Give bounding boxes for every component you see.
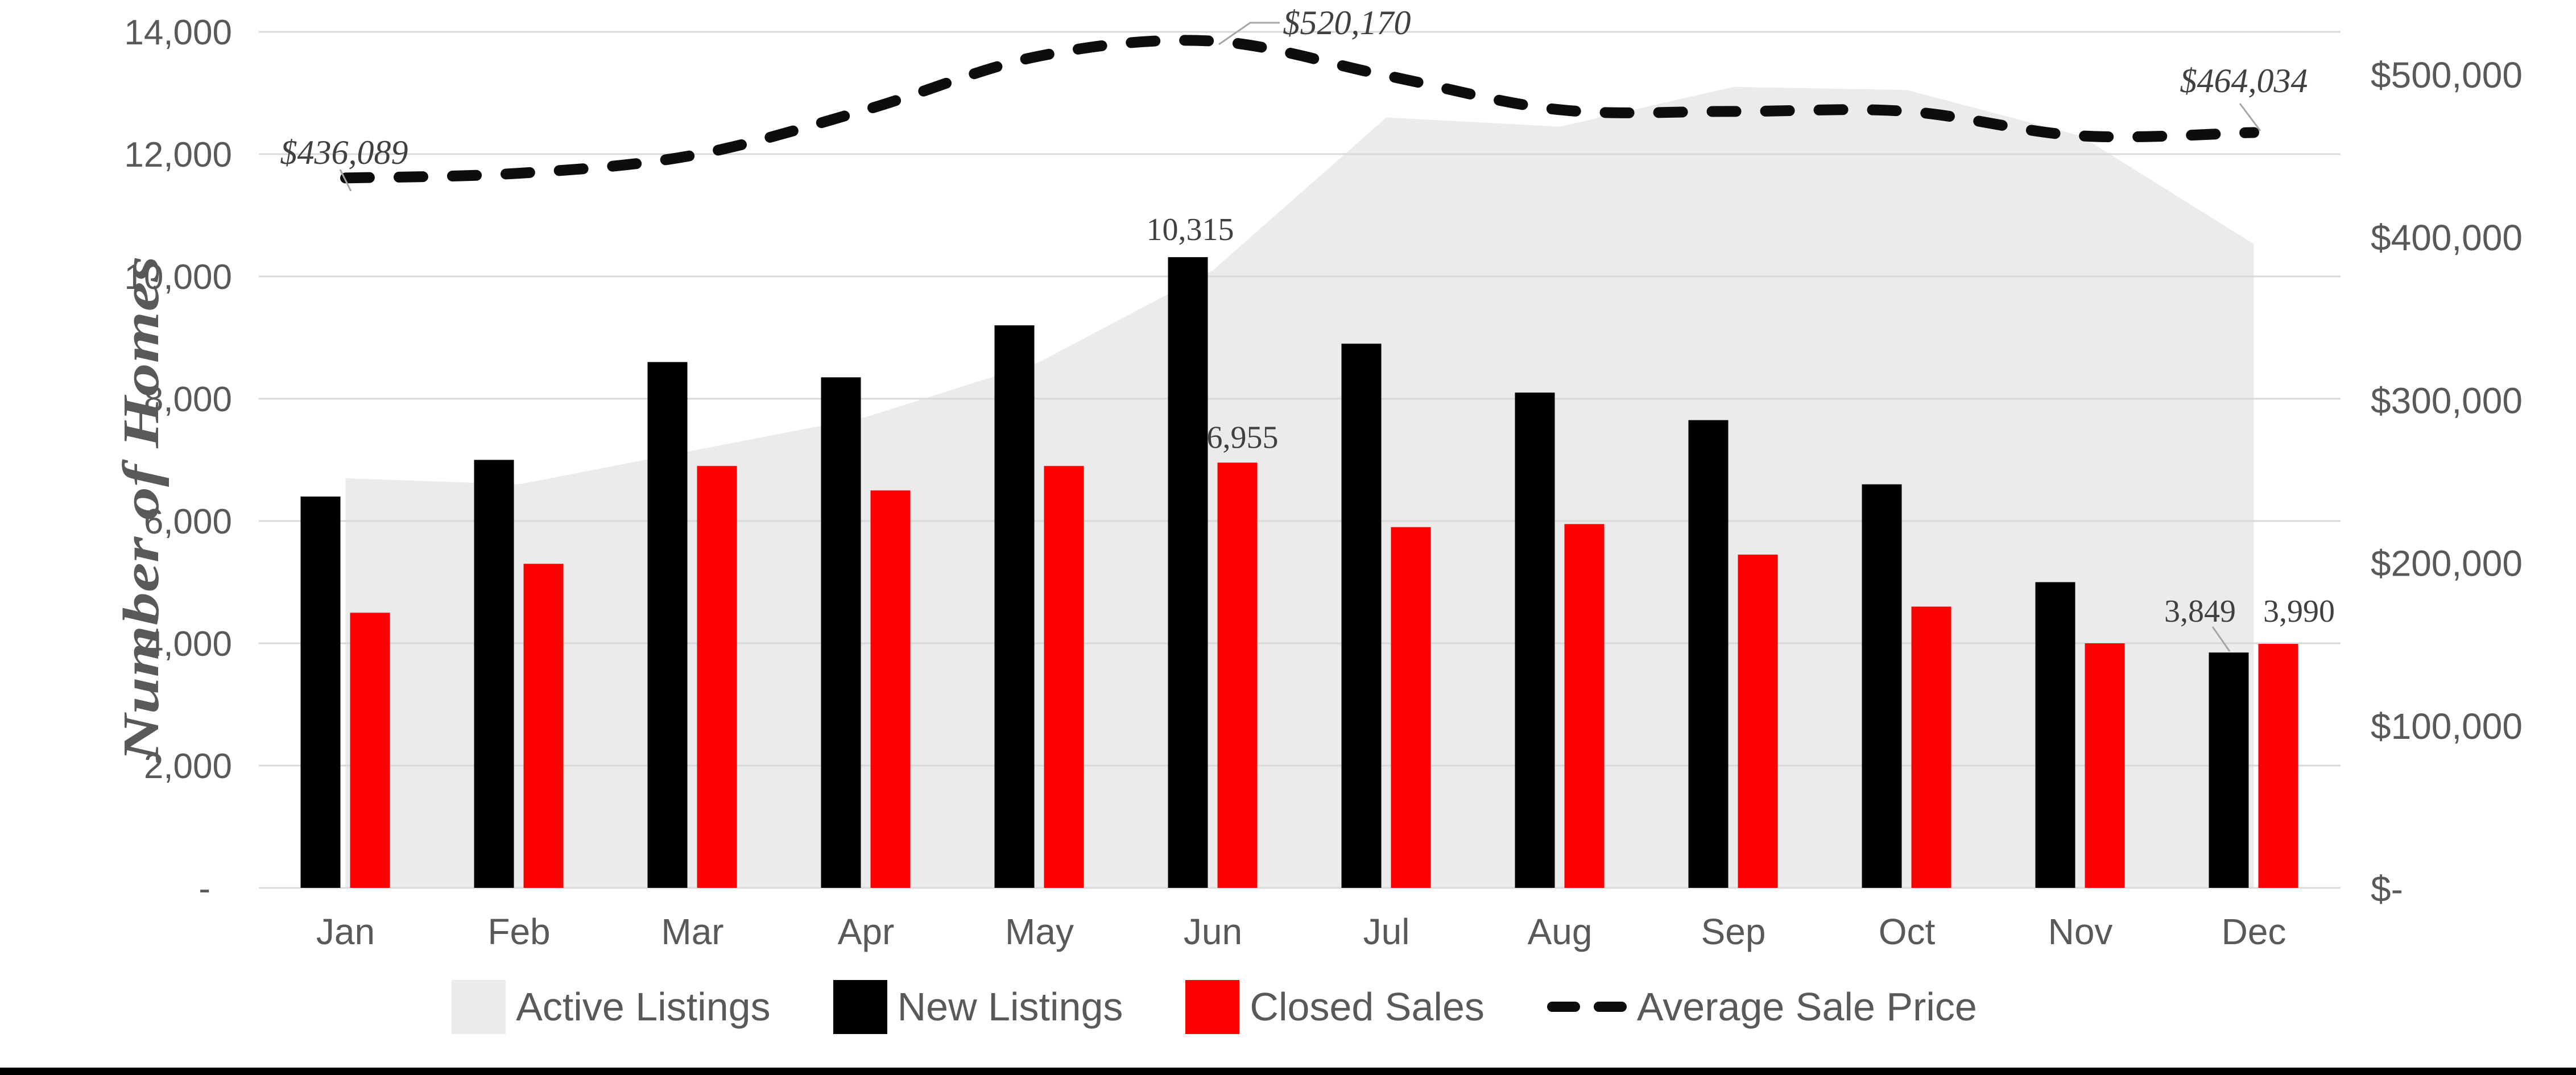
bottom-border (0, 1068, 2576, 1075)
closed-sales-bar-apr (870, 490, 911, 888)
new-listings-bar-sep (1688, 420, 1729, 888)
right-axis-tick: $- (2371, 869, 2403, 909)
left-axis-tick: 12,000 (124, 135, 232, 175)
annotation-jun-price: $520,170 (1283, 4, 1411, 42)
new-listings-bar-aug (1515, 392, 1555, 888)
x-axis-label-dec: Dec (2222, 911, 2286, 952)
closed-sales-bar-jun (1217, 462, 1258, 888)
right-axis-tick: $100,000 (2371, 706, 2523, 747)
legend-label: Average Sale Price (1636, 985, 1977, 1029)
x-axis-label-apr: Apr (838, 911, 895, 952)
new-listings-bar-may (994, 325, 1035, 888)
new-listings-bar-mar (647, 362, 688, 888)
data-label-jun-new: 10,315 (1147, 212, 1234, 247)
closed-sales-bar-oct (1911, 606, 1951, 888)
legend-item-average-sale-price: Average Sale Price (1547, 984, 1977, 1029)
legend-label: Active Listings (516, 985, 771, 1029)
left-axis-tick: 8,000 (144, 380, 232, 419)
legend-label: New Listings (897, 985, 1123, 1029)
annotation-jan-price: $436,089 (280, 134, 408, 171)
x-axis-label-sep: Sep (1701, 911, 1766, 952)
closed-sales-bar-jul (1391, 527, 1431, 888)
new-listings-bar-jul (1341, 344, 1382, 888)
x-axis-label-nov: Nov (2048, 911, 2113, 952)
data-label-jun-closed: 6,955 (1207, 420, 1279, 455)
new-listings-bar-nov (2035, 582, 2075, 888)
y-axis-title: Number of Homes (113, 256, 169, 763)
x-axis-label-jun: Jun (1184, 911, 1242, 952)
dashed-line-swatch-icon (1547, 1002, 1627, 1012)
closed-sales-bar-nov (2085, 643, 2125, 888)
swatch-icon (833, 979, 887, 1034)
swatch-icon (452, 979, 506, 1034)
new-listings-bar-oct (1862, 484, 1902, 888)
right-axis-tick: $200,000 (2371, 543, 2523, 584)
right-axis-tick: $500,000 (2371, 55, 2523, 96)
legend-item-active-listings: Active Listings (452, 979, 771, 1034)
leader-line (1218, 22, 1280, 46)
average-sale-price-line (340, 35, 2259, 184)
leader-line (2211, 626, 2231, 652)
new-listings-bar-feb (474, 460, 514, 888)
new-listings-bar-dec (2209, 652, 2249, 888)
x-axis-label-feb: Feb (487, 911, 550, 952)
legend-item-closed-sales: Closed Sales (1185, 979, 1485, 1034)
data-label-dec-new: 3,849 (2164, 594, 2236, 629)
closed-sales-bar-aug (1564, 524, 1605, 888)
closed-sales-bar-sep (1738, 555, 1778, 888)
x-axis-label-jan: Jan (316, 911, 375, 952)
left-axis-tick: 10,000 (124, 258, 232, 297)
new-listings-bar-apr (821, 377, 861, 888)
legend-label: Closed Sales (1250, 985, 1485, 1029)
active-listings-area (345, 86, 2254, 888)
left-axis-tick: 6,000 (144, 502, 232, 541)
swatch-icon (1185, 979, 1240, 1034)
x-axis-label-mar: Mar (661, 911, 723, 952)
annotation-dec-price: $464,034 (2180, 62, 2308, 100)
x-axis-label-may: May (1005, 911, 1074, 952)
closed-sales-bar-dec (2258, 644, 2298, 888)
x-axis-label-aug: Aug (1528, 911, 1593, 952)
legend: Active Listings New Listings Closed Sales A… (0, 970, 2429, 1044)
left-axis-tick: 14,000 (124, 13, 232, 52)
data-label-dec-closed: 3,990 (2263, 594, 2335, 629)
new-listings-bar-jan (300, 497, 341, 888)
leader-line (339, 169, 352, 192)
right-axis-tick: $400,000 (2371, 217, 2523, 258)
legend-item-new-listings: New Listings (833, 979, 1123, 1034)
x-axis-label-oct: Oct (1879, 911, 1936, 952)
right-axis-tick: $300,000 (2371, 380, 2523, 421)
closed-sales-bar-mar (697, 466, 737, 888)
left-axis-tick: 4,000 (144, 625, 232, 664)
new-listings-bar-jun (1168, 257, 1208, 888)
x-axis-label-jul: Jul (1363, 911, 1410, 952)
leader-line (2239, 103, 2261, 131)
left-axis-tick: 2,000 (144, 747, 232, 786)
closed-sales-bar-may (1044, 466, 1084, 888)
closed-sales-bar-feb (523, 564, 564, 888)
closed-sales-bar-jan (350, 613, 390, 888)
left-axis-tick: - (199, 869, 210, 908)
